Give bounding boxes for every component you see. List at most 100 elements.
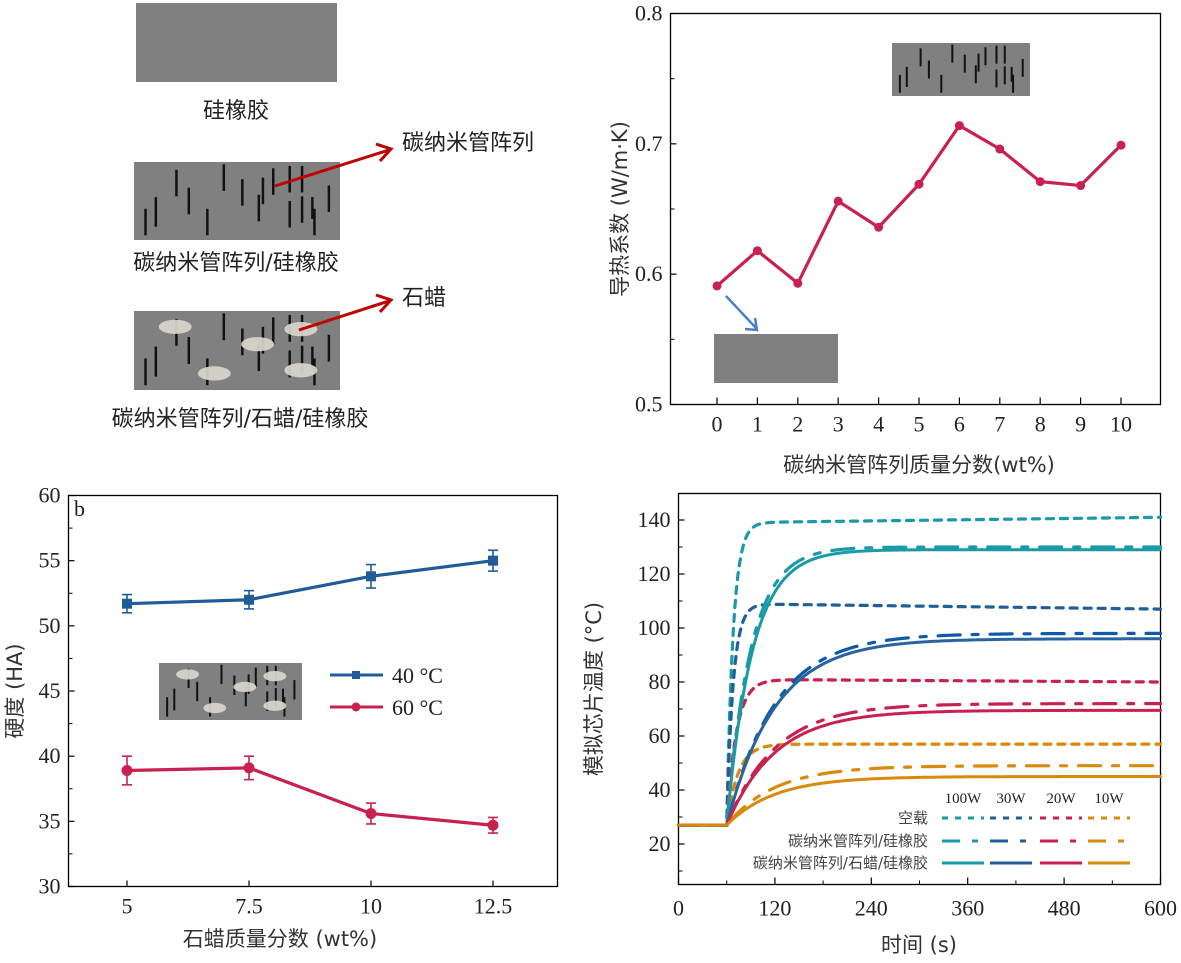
inset-pointer-arrow	[725, 295, 759, 332]
x-tick-label: 9	[1075, 412, 1086, 437]
y-tick-label: 40	[39, 743, 61, 768]
cnt-bar	[1010, 66, 1013, 82]
y-tick-label: 60	[39, 483, 61, 508]
paraffin-particle	[176, 669, 200, 680]
data-point	[954, 121, 964, 131]
cnt-bar	[905, 66, 908, 87]
data-point	[122, 598, 132, 609]
x-tick-label: 12.5	[474, 894, 513, 919]
cnt-bar	[144, 358, 147, 386]
cnt-bar	[995, 45, 998, 64]
data-point	[874, 222, 884, 232]
legend-marker	[352, 671, 360, 679]
y-tick-label: 60	[649, 723, 671, 748]
cnt-bar	[300, 165, 304, 193]
cnt-bar	[241, 179, 244, 206]
wax-callout-arrow	[298, 293, 394, 332]
cnt-bar	[977, 53, 980, 72]
legend-power-label: 30W	[996, 791, 1026, 807]
y-tick-label: 0.7	[635, 131, 663, 156]
data-point	[833, 196, 843, 206]
cnt-bar	[311, 197, 314, 219]
x-axis-ticks: 0 1 2 3 4 5 6 7 8 9 10	[712, 397, 1132, 437]
x-tick-label: 7	[994, 412, 1005, 437]
series-curve	[676, 602, 1163, 827]
y-tick-label: 0.5	[635, 392, 663, 417]
cnt-array-inset	[892, 43, 1030, 96]
series-curve	[676, 742, 1163, 827]
cnt-array-callout-arrow	[274, 142, 394, 188]
y-axis-title: 模拟芯片温度 (°C)	[582, 602, 606, 776]
cnt-bar	[196, 681, 199, 702]
paraffin-particle	[233, 681, 257, 693]
cnt-bar	[173, 688, 176, 711]
x-tick-label: 10	[1110, 412, 1132, 437]
x-tick-label: 7.5	[235, 894, 263, 919]
data-point	[244, 594, 254, 605]
y-axis-title: 硬度 (HA)	[3, 643, 27, 738]
y-tick-label: 40	[649, 777, 671, 802]
x-tick-label: 600	[1144, 896, 1177, 921]
x-tick-label: 120	[758, 896, 791, 921]
x-tick-label: 3	[833, 412, 844, 437]
cnt-wax-silicone-label: 碳纳米管阵列/石蜡/硅橡胶	[112, 407, 369, 432]
cnt-bar	[257, 344, 261, 372]
x-axis-ticks: 0 120 240 360 480 600	[673, 877, 1177, 921]
cnt-bar	[220, 664, 223, 685]
x-tick-label: 5	[122, 894, 133, 919]
paraffin-particle	[241, 337, 275, 352]
series-curve	[677, 637, 1162, 827]
series-layer	[121, 549, 499, 834]
y-tick-label: 45	[39, 678, 61, 703]
series-curve	[676, 678, 1163, 827]
cnt-bar	[187, 337, 191, 364]
y-axis-title: 导热系数 (W/m·K)	[608, 121, 632, 297]
cnt-bar	[257, 194, 261, 222]
cnt-bar	[984, 47, 987, 66]
cnt-bar	[1021, 58, 1024, 77]
cnt-bar	[288, 350, 291, 378]
wax-callout-label: 石蜡	[402, 286, 446, 311]
cnt-bar	[288, 201, 291, 228]
y-tick-label: 100	[638, 615, 671, 640]
y-tick-label: 35	[39, 808, 61, 833]
x-tick-label: 10	[360, 894, 382, 919]
legend-marker	[351, 702, 361, 712]
y-tick-label: 120	[638, 561, 671, 586]
data-point	[914, 179, 924, 189]
series-60c	[121, 755, 499, 834]
cnt-bar	[166, 697, 169, 717]
cnt-bar	[254, 667, 257, 687]
silicone-inset	[714, 334, 838, 383]
x-axis-title: 时间 (s)	[881, 933, 957, 957]
cnt-bar	[311, 346, 314, 369]
cnt-bar	[327, 334, 331, 362]
cnt-bar	[222, 313, 226, 341]
series-40c	[122, 549, 498, 614]
cnt-bar	[187, 187, 191, 215]
cnt-bar	[261, 177, 265, 205]
series-layer	[712, 121, 1126, 291]
series-curve	[676, 764, 1163, 827]
hardness-chart: b 30 35 40 45 50 55 60 5 7.5 10 12.5 40 °C 60 °C 石…	[3, 483, 559, 951]
cnt-bar	[898, 74, 901, 93]
cnt-bar	[244, 686, 247, 707]
legend-row-label: 碳纳米管阵列/石蜡/硅橡胶	[753, 854, 928, 872]
y-tick-label: 50	[39, 613, 61, 638]
data-point	[366, 571, 376, 582]
cnt-bar	[327, 185, 331, 212]
x-tick-label: 0	[673, 896, 684, 921]
thermal-conductivity-chart: 0.5 0.6 0.7 0.8 0 1 2 3 4 5 6 7 8 9 10 碳纳米管阵列质量分数(wt%…	[608, 1, 1162, 477]
data-point	[487, 819, 499, 831]
x-axis-ticks: 5 7.5 10 12.5	[122, 880, 513, 919]
y-tick-label: 0.6	[635, 261, 663, 286]
cnt-silicone-label: 碳纳米管阵列/硅橡胶	[133, 251, 338, 276]
cnt-bar	[951, 44, 954, 63]
x-tick-label: 4	[873, 412, 884, 437]
cnt-bar	[272, 168, 275, 195]
cnt-bar	[154, 197, 158, 227]
y-tick-label: 0.8	[635, 1, 663, 26]
panel-label: b	[74, 496, 85, 521]
cnt-bar	[300, 196, 304, 223]
